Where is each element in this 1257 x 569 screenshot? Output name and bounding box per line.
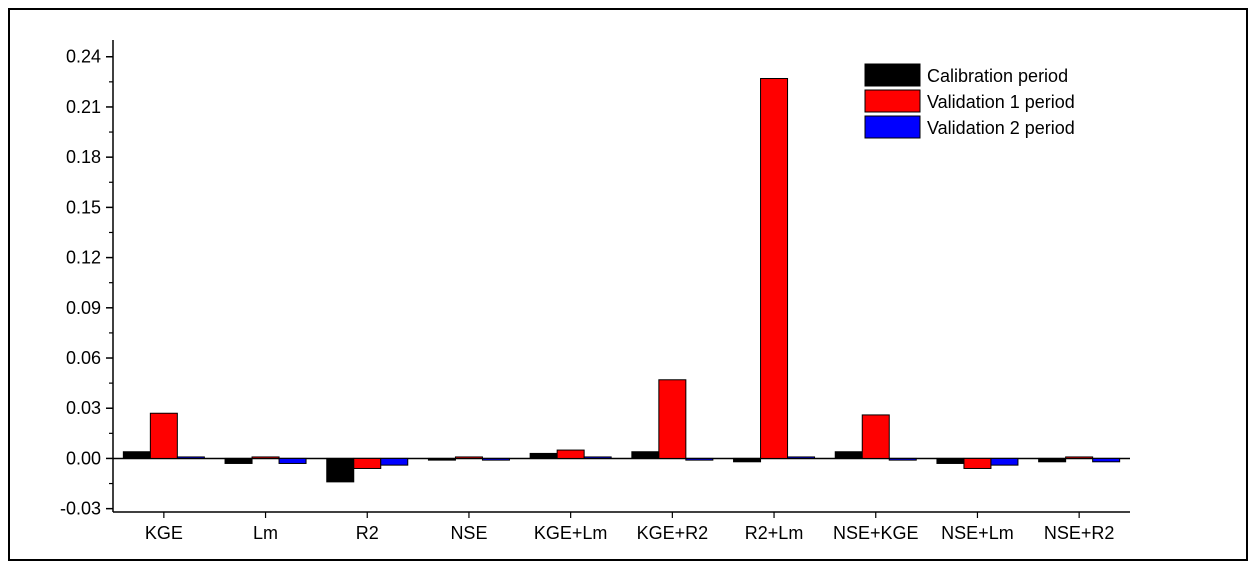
legend: Calibration period Validation 1 period Val…	[864, 63, 1075, 139]
bar	[427, 457, 456, 461]
bar	[834, 451, 863, 459]
y-tick-label: 0.24	[66, 47, 101, 67]
bar	[658, 379, 687, 459]
bar	[556, 449, 585, 459]
bar	[380, 457, 409, 466]
bar	[122, 451, 151, 459]
x-tick-label: R2	[356, 523, 379, 543]
legend-swatch	[864, 63, 921, 87]
bar	[1065, 456, 1094, 459]
legend-swatch	[864, 115, 921, 139]
x-tick-label: KGE+R2	[637, 523, 709, 543]
bar	[529, 452, 558, 459]
bar	[685, 457, 714, 461]
y-tick-label: -0.03	[60, 499, 101, 519]
x-tick-label: KGE+Lm	[534, 523, 608, 543]
bar	[353, 457, 382, 469]
x-tick-label: NSE+Lm	[941, 523, 1014, 543]
bar	[224, 457, 253, 464]
legend-label: Validation 2 period	[927, 118, 1075, 138]
legend-label: Calibration period	[927, 66, 1068, 86]
y-tick-label: 0.03	[66, 398, 101, 418]
bar	[733, 457, 762, 463]
bar	[888, 457, 917, 461]
bar	[990, 457, 1019, 466]
x-tick-label: NSE+R2	[1044, 523, 1115, 543]
bar	[1092, 457, 1121, 463]
legend-label: Validation 1 period	[927, 92, 1075, 112]
bar	[278, 457, 307, 464]
bar	[481, 457, 510, 461]
bar	[861, 414, 890, 459]
legend-swatch	[864, 89, 921, 113]
bar	[454, 456, 483, 459]
x-tick-label: Lm	[253, 523, 278, 543]
bar	[787, 456, 816, 459]
x-tick-label: R2+Lm	[745, 523, 804, 543]
x-tick-label: NSE	[450, 523, 487, 543]
bar	[1038, 457, 1067, 463]
chart-frame	[8, 8, 1248, 561]
bar	[963, 457, 992, 469]
y-tick-label: 0.00	[66, 448, 101, 468]
y-tick-label: 0.18	[66, 147, 101, 167]
y-tick-label: 0.09	[66, 298, 101, 318]
y-tick-label: 0.21	[66, 97, 101, 117]
bar	[251, 456, 280, 459]
bar	[760, 77, 789, 459]
y-tick-label: 0.06	[66, 348, 101, 368]
bar	[631, 451, 660, 459]
y-tick-label: 0.15	[66, 197, 101, 217]
plot-area: -0.03 0.00 0.03 0.06 0.09 0.12 0.15 0.18 0.21 0.2…	[60, 40, 1130, 543]
y-tick-label: 0.12	[66, 248, 101, 268]
bar	[936, 457, 965, 464]
bar	[176, 456, 205, 459]
x-tick-label: NSE+KGE	[833, 523, 919, 543]
bar	[149, 412, 178, 459]
x-tick-label: KGE	[145, 523, 183, 543]
bar	[583, 456, 612, 459]
bar	[326, 457, 355, 483]
